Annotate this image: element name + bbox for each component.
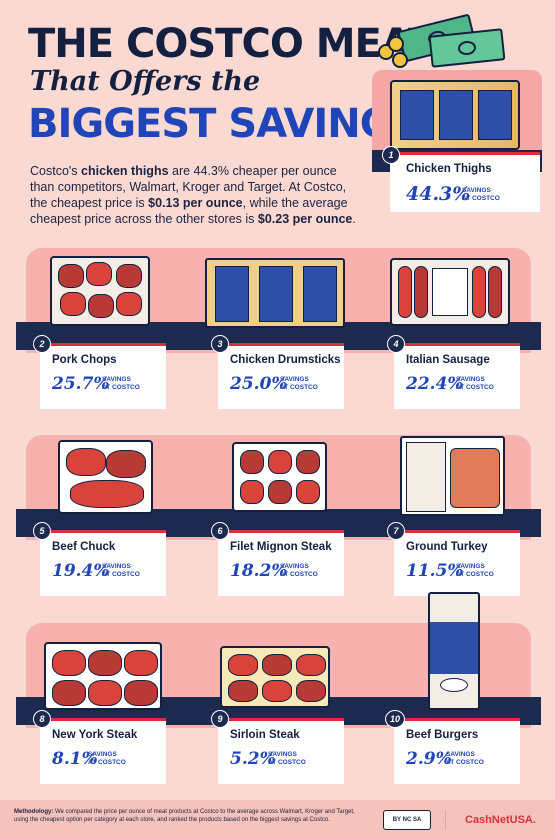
product-card-2: Pork Chops 25.7% SAVINGS AT COSTCO [40,343,166,409]
rank-badge-4: 4 [387,335,405,353]
rank-badge-3: 3 [211,335,229,353]
product-name: Pork Chops [52,354,117,366]
product-name: Beef Chuck [52,541,116,553]
savings-label: SAVINGS AT COSTCO [462,187,500,202]
rank-badge-1: 1 [382,146,400,164]
product-card-3: Chicken Drumsticks 25.0% SAVINGS AT COSTC… [218,343,344,409]
savings-label: SAVINGS AT COSTCO [268,751,306,766]
new-york-steak-tray-icon [44,642,162,710]
intro-paragraph: Costco's chicken thighs are 44.3% cheape… [30,164,356,226]
title-line-1: THE COSTCO MEAT [28,21,435,67]
product-card-8: New York Steak 8.1% SAVINGS AT COSTCO [40,718,166,784]
rank-badge-2: 2 [33,335,51,353]
savings-label: SAVINGS AT COSTCO [102,563,140,578]
savings-label: SAVINGS AT COSTCO [446,751,484,766]
product-name: New York Steak [52,729,138,741]
savings-label: SAVINGS AT COSTCO [456,376,494,391]
brand-logo[interactable]: CashNetUSA. [465,814,536,826]
beef-chuck-tray-icon [58,440,153,514]
italian-sausage-tray-icon [390,258,510,326]
product-name: Filet Mignon Steak [230,541,332,553]
rank-badge-5: 5 [33,522,51,540]
savings-percent: 11.5% [406,561,464,581]
product-name: Chicken Drumsticks [230,354,341,366]
rank-badge-9: 9 [211,710,229,728]
money-bill-icon [428,28,506,68]
coin-icon [388,36,404,52]
product-card-4: Italian Sausage 22.4% SAVINGS AT COSTCO [394,343,520,409]
pork-chops-tray-icon [50,256,150,326]
coin-icon [392,52,408,68]
savings-percent: 18.2% [230,561,288,581]
product-card-5: Beef Chuck 19.4% SAVINGS AT COSTCO [40,530,166,596]
product-card-10: Beef Burgers 2.9% SAVINGS AT COSTCO [394,718,520,784]
product-name: Sirloin Steak [230,729,300,741]
rank-badge-6: 6 [211,522,229,540]
rank-badge-7: 7 [387,522,405,540]
savings-percent: 25.0% [230,374,288,394]
savings-percent: 44.3% [406,183,471,205]
savings-label: SAVINGS AT COSTCO [456,563,494,578]
product-card-7: Ground Turkey 11.5% SAVINGS AT COSTCO [394,530,520,596]
savings-label: SAVINGS AT COSTCO [280,376,318,391]
chicken-thighs-package-icon [390,80,520,150]
rank-badge-8: 8 [33,710,51,728]
filet-mignon-tray-icon [232,442,327,512]
methodology-note: Methodology: We compared the price per o… [14,809,355,823]
product-name: Italian Sausage [406,354,490,366]
sirloin-steak-tray-icon [220,646,330,708]
title-line-2: That Offers the [30,66,261,97]
product-name: Beef Burgers [406,729,479,741]
product-card-1: Chicken Thighs 44.3% SAVINGS AT COSTCO [390,152,540,212]
beef-burgers-bag-icon [428,592,480,710]
rank-badge-10: 10 [385,710,405,728]
savings-label: SAVINGS AT COSTCO [280,563,318,578]
savings-percent: 2.9% [406,749,452,769]
creative-commons-license-icon[interactable]: BY NC SA [383,810,431,830]
footer-divider [445,810,446,830]
product-name: Chicken Thighs [406,163,492,175]
product-card-9: Sirloin Steak 5.2% SAVINGS AT COSTCO [218,718,344,784]
savings-label: SAVINGS AT COSTCO [88,751,126,766]
chicken-drumsticks-bag-icon [205,258,345,328]
savings-percent: 19.4% [52,561,110,581]
footer [0,800,555,839]
ground-turkey-package-icon [400,436,505,516]
savings-percent: 22.4% [406,374,464,394]
savings-percent: 25.7% [52,374,110,394]
savings-percent: 5.2% [230,749,276,769]
title-line-3: BIGGEST SAVINGS [28,101,420,147]
product-name: Ground Turkey [406,541,488,553]
savings-label: SAVINGS AT COSTCO [102,376,140,391]
product-card-6: Filet Mignon Steak 18.2% SAVINGS AT COSTC… [218,530,344,596]
savings-percent: 8.1% [52,749,98,769]
